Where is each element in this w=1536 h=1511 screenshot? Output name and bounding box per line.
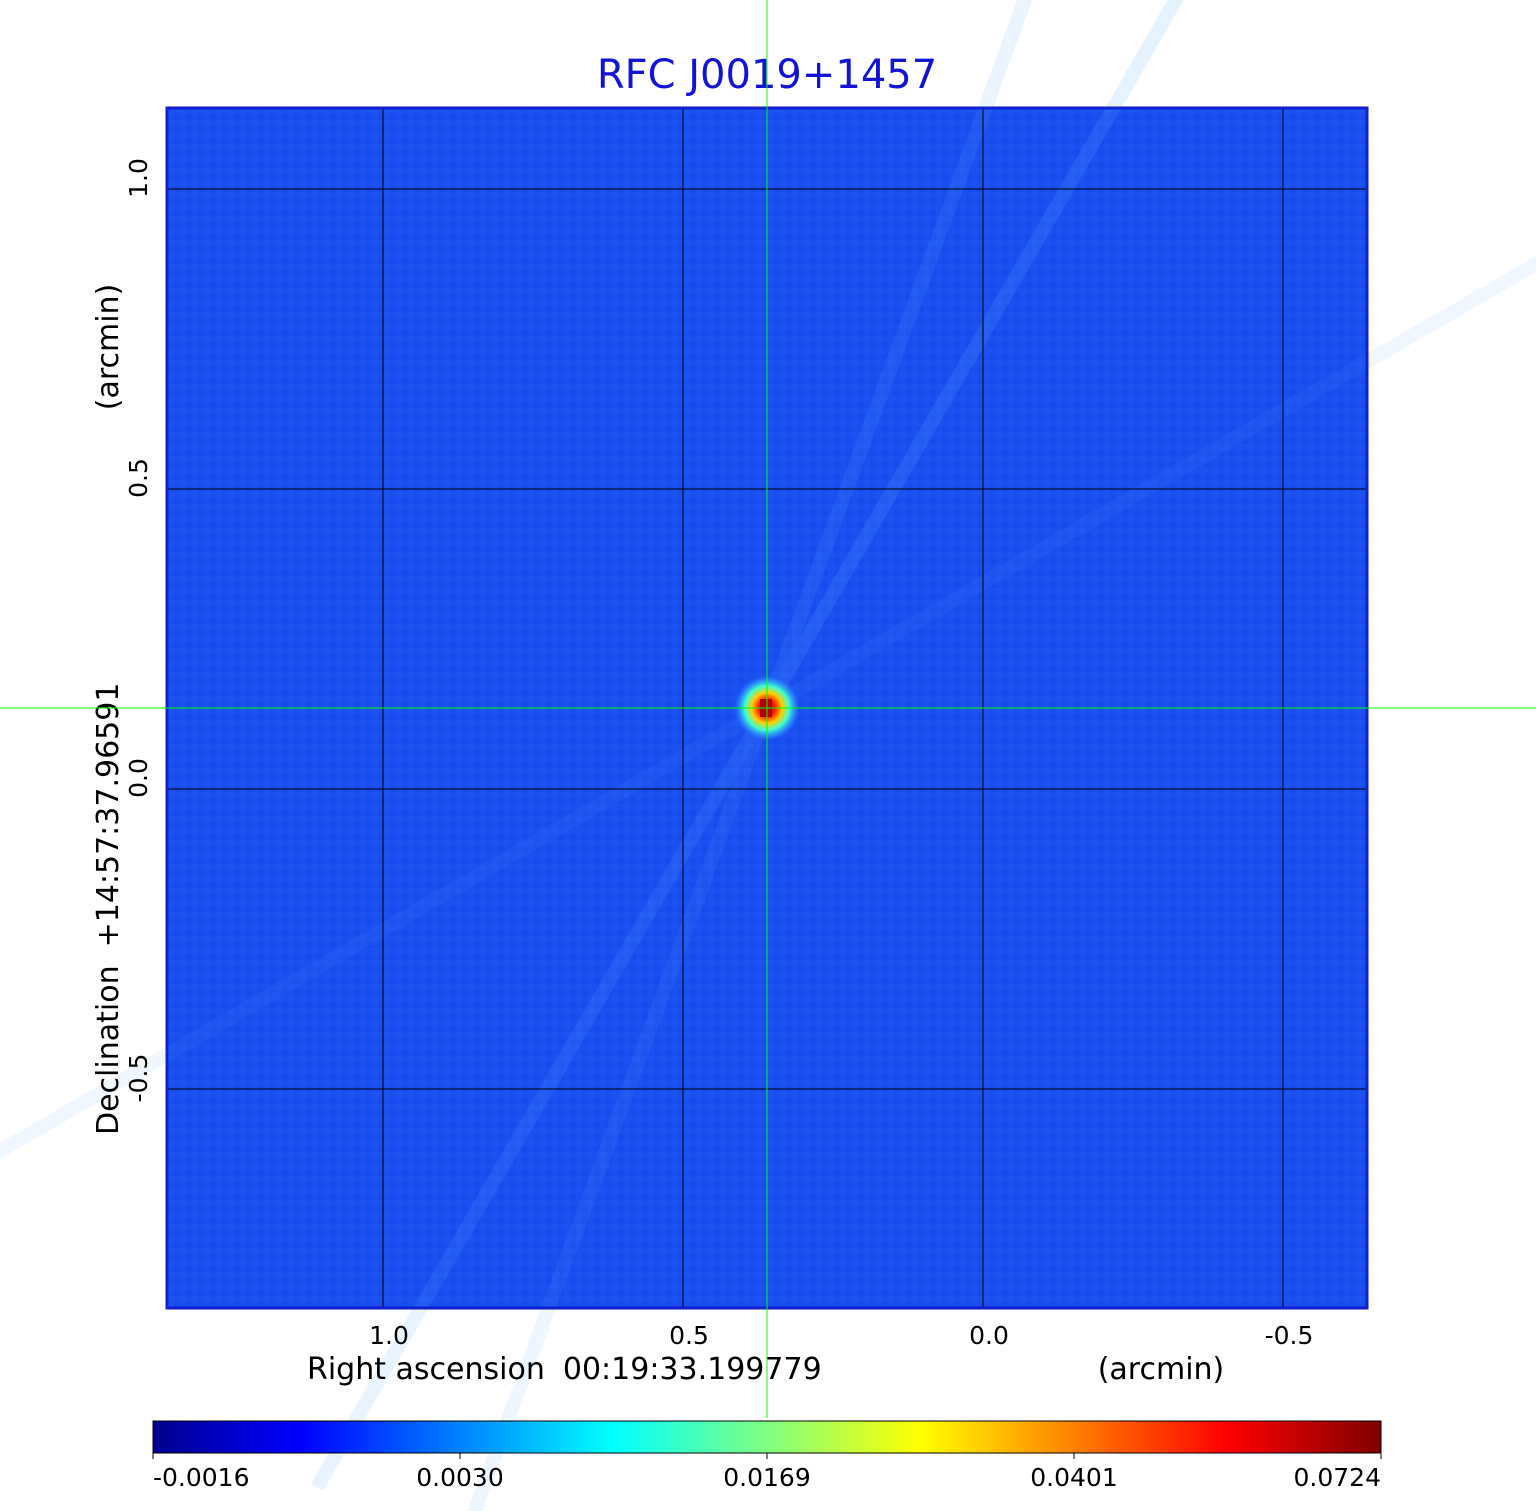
x-tick-label: 0.5 [669, 1321, 709, 1350]
colorbar-tick-label: 0.0724 [1294, 1463, 1381, 1492]
colorbar-gradient [152, 1420, 1382, 1454]
y-tick-label: 0.5 [124, 458, 153, 498]
colorbar-tick-label: 0.0030 [416, 1463, 503, 1492]
sidelobe-streak [310, 704, 774, 1491]
y-axis-unit: (arcmin) [91, 284, 126, 411]
sidelobe-streak [0, 701, 771, 1159]
y-tick-label: 1.0 [124, 158, 153, 198]
colorbar-tick-label: 0.0169 [723, 1463, 810, 1492]
svg-text:Declination+14:57:37.96591: Declination +14:57:37.96591 [91, 683, 126, 1135]
sidelobe-streak [760, 0, 1033, 711]
y-axis-label-value: +14:57:37.96591 [91, 683, 126, 948]
sidelobe-streak [467, 705, 774, 1511]
colorbar-tick-label: -0.0016 [153, 1463, 250, 1492]
colorbar: -0.0016 0.0030 0.0169 0.0401 0.0724 [152, 1420, 1382, 1492]
x-axis-unit: (arcmin) [1098, 1352, 1225, 1387]
y-axis-label: Declination +14:57:37.96591 [91, 683, 126, 1135]
x-tick-labels: 1.0 0.5 0.0 -0.5 [369, 1321, 1313, 1350]
y-axis-label-prefix: Declination [91, 965, 126, 1135]
x-tick-label: 1.0 [369, 1321, 409, 1350]
x-tick-label: -0.5 [1265, 1321, 1314, 1350]
sidelobe-streak [760, 0, 1184, 712]
colorbar-tick-labels: -0.0016 0.0030 0.0169 0.0401 0.0724 [152, 1453, 1382, 1492]
colorbar-tick-label: 0.0401 [1030, 1463, 1117, 1492]
crosshair [0, 0, 1536, 1418]
x-tick-label: 0.0 [969, 1321, 1009, 1350]
x-axis-label-prefix: Right ascension [307, 1352, 545, 1387]
y-tick-labels: 1.0 0.5 0.0 -0.5 [124, 158, 153, 1102]
x-axis-label-value: 00:19:33.199779 [563, 1352, 822, 1387]
x-axis-label: Right ascension 00:19:33.199779 (arcmin) [307, 1352, 1224, 1387]
y-tick-label: 0.0 [124, 758, 153, 798]
sidelobe-streak [763, 255, 1536, 715]
y-tick-label: -0.5 [124, 1054, 153, 1103]
